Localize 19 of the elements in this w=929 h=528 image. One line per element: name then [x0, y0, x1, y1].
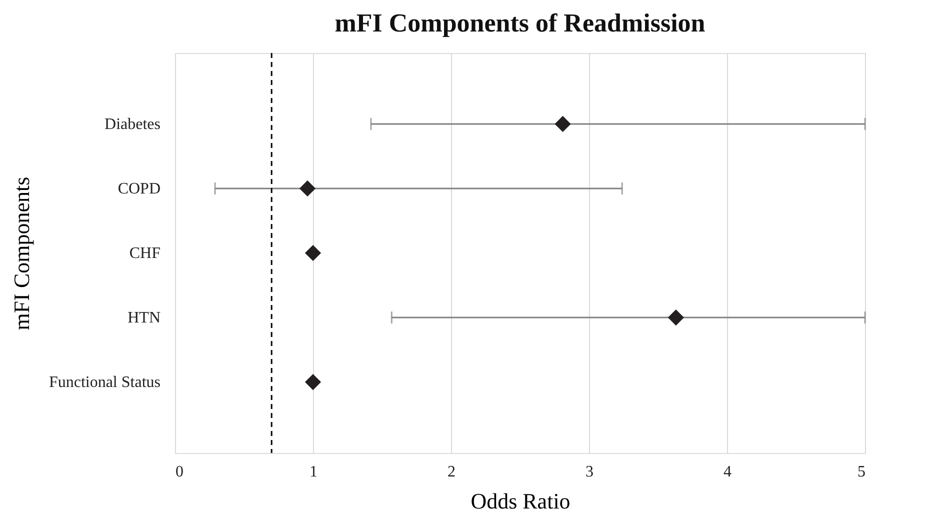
- y-tick-label: HTN: [128, 310, 161, 327]
- y-tick-label: Diabetes: [104, 116, 160, 133]
- chart-title: mFI Components of Readmission: [334, 8, 706, 38]
- x-tick-label: 2: [448, 464, 456, 480]
- x-tick-label: 0: [176, 464, 184, 480]
- point: [299, 180, 316, 197]
- x-axis-title: Odds Ratio: [470, 488, 570, 514]
- y-tick-label: Functional Status: [48, 374, 160, 392]
- y-tick-label: COPD: [118, 180, 160, 198]
- point: [304, 244, 322, 262]
- x-tick-label: 5: [858, 464, 866, 480]
- y-tick-label: CHF: [129, 245, 161, 262]
- x-tick-label: 1: [310, 464, 318, 480]
- point: [554, 116, 571, 132]
- point: [304, 374, 322, 390]
- x-tick-label: 3: [586, 464, 594, 480]
- y-axis-title: mFI Components: [8, 176, 34, 330]
- point: [668, 309, 684, 326]
- x-tick-label: 4: [724, 464, 732, 480]
